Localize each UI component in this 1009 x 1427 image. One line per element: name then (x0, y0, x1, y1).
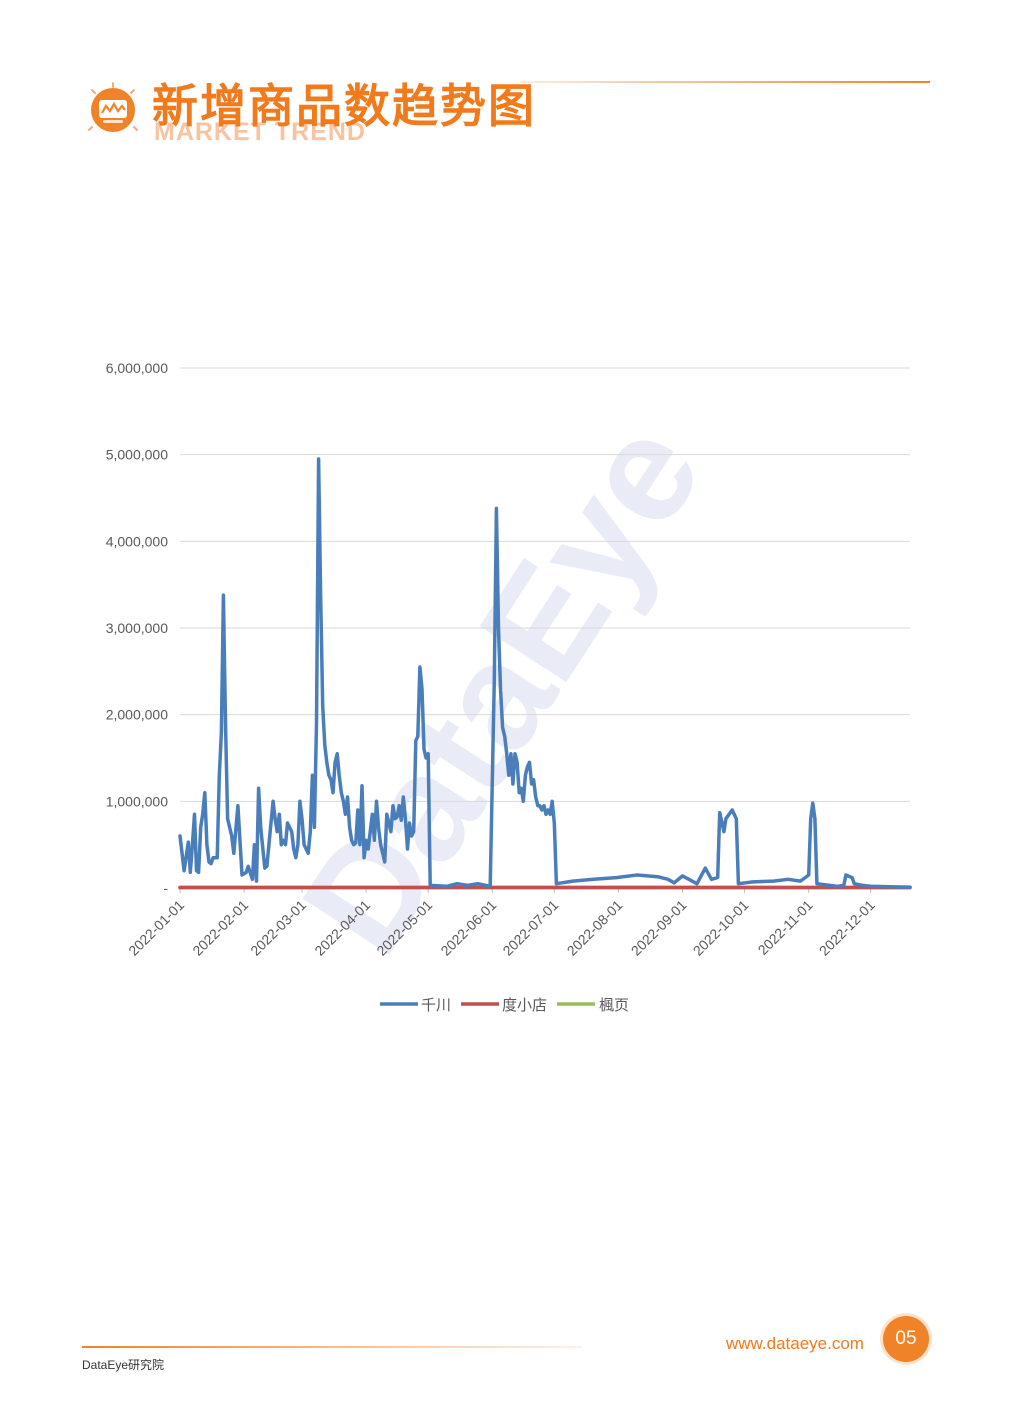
x-tick-label: 2022-08-01 (564, 897, 626, 959)
footer-org: DataEye研究院 (82, 1358, 165, 1372)
legend-label: 千川 (421, 996, 451, 1014)
y-tick-label: - (163, 880, 168, 896)
x-tick-label: 2022-12-01 (816, 897, 878, 959)
y-tick-label: 4,000,000 (106, 533, 168, 549)
page-title: 新增商品数趋势图 (152, 79, 536, 133)
x-tick-label: 2022-01-01 (125, 897, 187, 959)
y-axis: - 1,000,000 2,000,000 3,000,000 4,000,000 5,0… (106, 360, 169, 896)
x-tick-label: 2022-10-01 (690, 897, 752, 959)
trend-chart-icon (88, 82, 138, 132)
plot-area (178, 457, 912, 890)
header-divider (520, 81, 930, 83)
footer-url[interactable]: www.dataeye.com (726, 1334, 864, 1353)
x-tick-label: 2022-02-01 (189, 897, 251, 959)
legend-label: 度小店 (502, 996, 547, 1014)
y-tick-label: 5,000,000 (106, 447, 168, 463)
page-subtitle: MARKET TREND (154, 118, 366, 146)
series-line-1 (178, 457, 912, 889)
legend-label: 楓页 (599, 996, 629, 1014)
legend: 千川 度小店 楓页 (380, 996, 629, 1014)
x-tick-label: 2022-09-01 (628, 897, 690, 959)
y-tick-label: 2,000,000 (106, 707, 168, 723)
x-tick-label: 2022-11-01 (755, 897, 816, 958)
footer-divider (82, 1346, 582, 1348)
y-tick-label: 6,000,000 (106, 360, 168, 376)
y-tick-label: 1,000,000 (106, 793, 168, 809)
page-number: 05 (883, 1316, 929, 1362)
x-tick-label: 2022-07-01 (499, 897, 561, 959)
y-tick-label: 3,000,000 (106, 620, 168, 636)
x-tick-label: 2022-03-01 (247, 897, 309, 959)
